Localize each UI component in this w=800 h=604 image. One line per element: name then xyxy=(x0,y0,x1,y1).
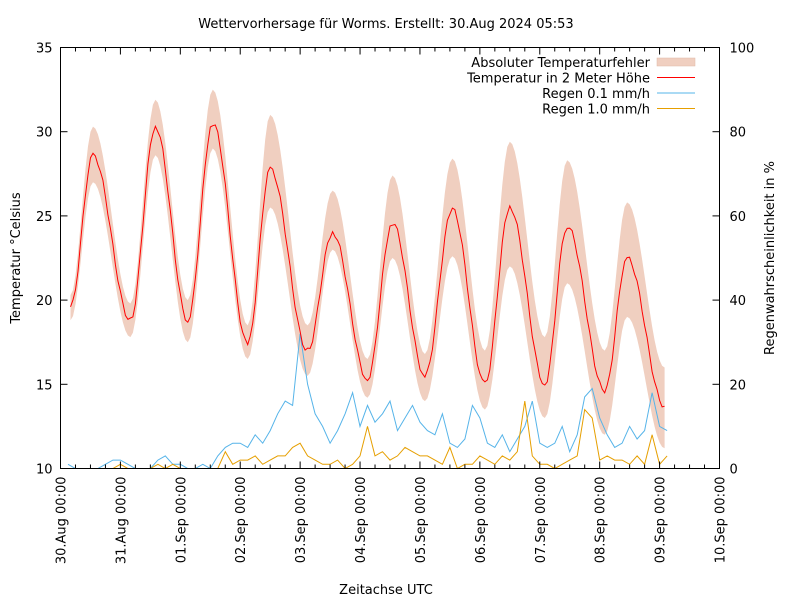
y2-tick-label: 40 xyxy=(730,294,747,309)
x-axis-label: Zeitachse UTC xyxy=(339,583,433,598)
x-tick-label: 07.Sep 00:00 xyxy=(534,477,549,564)
x-tick-label: 05.Sep 00:00 xyxy=(414,477,429,564)
x-tick-label: 02.Sep 00:00 xyxy=(234,477,249,564)
legend-label: Regen 1.0 mm/h xyxy=(542,103,650,118)
error-band-area xyxy=(70,89,665,449)
y-tick-label: 25 xyxy=(36,210,53,225)
y2-tick-label: 0 xyxy=(730,463,738,478)
legend-label: Temperatur in 2 Meter Höhe xyxy=(466,72,650,87)
temperature-error-band xyxy=(70,89,665,449)
y2-tick-label: 60 xyxy=(730,210,747,225)
legend-label: Regen 0.1 mm/h xyxy=(542,87,650,102)
y-tick-label: 20 xyxy=(36,294,53,309)
y2-tick-label: 100 xyxy=(730,42,755,57)
y-tick-label: 10 xyxy=(36,463,53,478)
temperature-series xyxy=(70,124,665,408)
x-tick-label: 09.Sep 00:00 xyxy=(654,477,669,564)
y2-tick-label: 20 xyxy=(730,378,747,393)
y-tick-label: 30 xyxy=(36,126,53,141)
rain-0.1-line xyxy=(67,333,668,470)
y2-tick-label: 80 xyxy=(730,126,747,141)
rain-1.0-line xyxy=(68,401,668,470)
x-tick-label: 31.Aug 00:00 xyxy=(114,477,129,565)
rain-series xyxy=(67,333,668,470)
legend-label: Absoluter Temperaturfehler xyxy=(471,56,650,71)
x-tick-label: 30.Aug 00:00 xyxy=(55,477,70,565)
legend-swatch-band xyxy=(656,57,696,67)
y-tick-label: 35 xyxy=(36,42,53,57)
x-tick-label: 08.Sep 00:00 xyxy=(594,477,609,564)
x-tick-label: 04.Sep 00:00 xyxy=(354,477,369,564)
axes: 10 15 20 25 30 35 0 20 40 60 80 100 30.Aug 00:00 31.A… xyxy=(36,42,754,565)
y-tick-label: 15 xyxy=(36,378,53,393)
y-axis-label: Temperatur °Celsius xyxy=(9,192,24,325)
temperature-line xyxy=(70,124,665,408)
x-tick-label: 03.Sep 00:00 xyxy=(294,477,309,564)
x-tick-label: 01.Sep 00:00 xyxy=(174,477,189,564)
x-tick-label: 06.Sep 00:00 xyxy=(474,477,489,564)
chart-title: Wettervorhersage für Worms. Erstellt: 30… xyxy=(198,17,573,32)
y2-axis-label: Regenwahrscheinlichkeit in % xyxy=(763,161,778,355)
x-tick-label: 10.Sep 00:00 xyxy=(714,477,729,564)
